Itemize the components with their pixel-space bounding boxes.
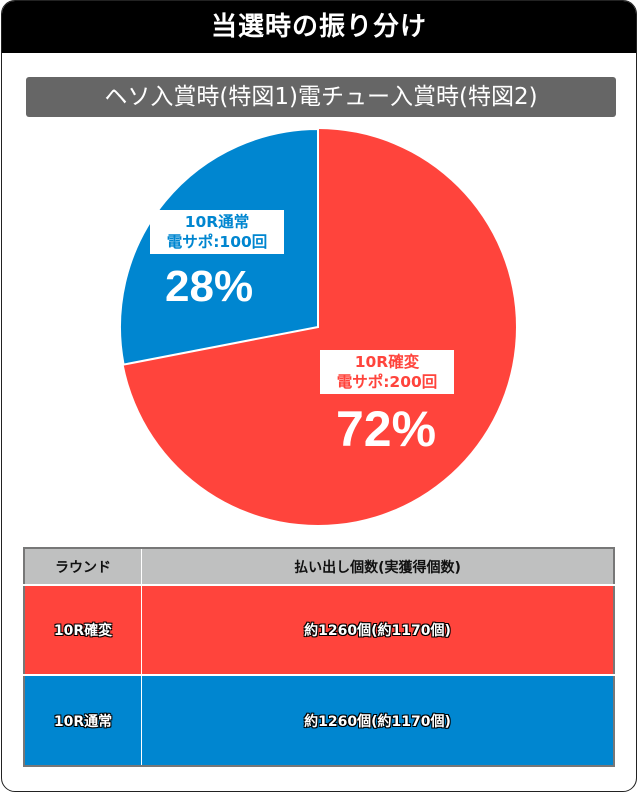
tsujo-label: 10R通常 電サポ:100回 — [150, 210, 284, 254]
page-title: 当選時の振り分け — [2, 1, 636, 53]
header-payout: 払い出し個数(実獲得個数) — [141, 548, 614, 586]
round-cell: 10R確変 — [24, 585, 142, 676]
tsujo-percent: 28% — [165, 262, 254, 311]
table-row: 10R通常 約1260個(約1170個) — [24, 675, 614, 766]
payout-cell: 約1260個(約1170個) — [141, 675, 614, 766]
table-row: 10R確変 約1260個(約1170個) — [24, 585, 614, 676]
tsujo-label-round: 10R通常 — [184, 213, 250, 231]
round-cell: 10R通常 — [24, 675, 142, 766]
kakuhen-label-round: 10R確変 — [354, 353, 420, 371]
kakuhen-percent: 72% — [336, 401, 437, 457]
tsujo-label-densapo: 電サポ:100回 — [166, 233, 268, 251]
kakuhen-label: 10R確変 電サポ:200回 — [320, 350, 454, 394]
payout-cell: 約1260個(約1170個) — [141, 585, 614, 676]
table-header-row: ラウンド 払い出し個数(実獲得個数) — [24, 548, 614, 586]
section-subtitle: ヘソ入賞時(特図1)電チュー入賞時(特図2) — [26, 77, 616, 117]
header-round: ラウンド — [24, 548, 142, 586]
payout-table: ラウンド 払い出し個数(実獲得個数) 10R確変 約1260個(約1170個) … — [23, 547, 615, 767]
kakuhen-label-densapo: 電サポ:200回 — [336, 373, 438, 391]
